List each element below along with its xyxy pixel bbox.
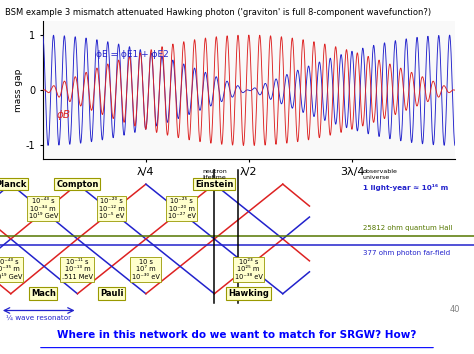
Y-axis label: mass gap: mass gap (14, 69, 23, 112)
Text: 10⁻²⁵ s
10⁻²⁰ m
10⁻²⁷ eV: 10⁻²⁵ s 10⁻²⁰ m 10⁻²⁷ eV (168, 198, 196, 219)
Text: ¼ wave resonator: ¼ wave resonator (6, 315, 72, 321)
Text: BSM example 3 mismatch attenuated Hawking photon ('graviton' is full 8-component: BSM example 3 mismatch attenuated Hawkin… (5, 8, 431, 17)
Text: Hawking: Hawking (228, 289, 269, 298)
Text: Where in this network do we want to match for SRGW? How?: Where in this network do we want to matc… (57, 330, 417, 339)
Text: ϕB: ϕB (57, 110, 71, 120)
Text: observable
universe: observable universe (363, 169, 397, 180)
Text: 10 s
10⁷ m
10⁻³⁰ eV: 10 s 10⁷ m 10⁻³⁰ eV (132, 259, 160, 280)
Text: 377 ohm photon far-field: 377 ohm photon far-field (363, 250, 450, 256)
Text: 10²³ s
10²⁵ m
10⁻³⁸ eV: 10²³ s 10²⁵ m 10⁻³⁸ eV (235, 259, 263, 280)
Text: neutron
lifetime: neutron lifetime (202, 169, 227, 180)
Text: Pauli: Pauli (100, 289, 123, 298)
Text: Mach: Mach (31, 289, 55, 298)
Text: Compton: Compton (56, 179, 99, 189)
Text: Planck: Planck (0, 179, 27, 189)
Text: ϕE = ϕE1 + ϕE2: ϕE = ϕE1 + ϕE2 (96, 50, 169, 59)
Text: 1 light-year ≈ 10¹⁶ m: 1 light-year ≈ 10¹⁶ m (363, 184, 448, 191)
Text: 10⁻⁴³ s
10⁻³⁵ m
10¹⁹ GeV: 10⁻⁴³ s 10⁻³⁵ m 10¹⁹ GeV (0, 259, 22, 280)
Text: 25812 ohm quantum Hall: 25812 ohm quantum Hall (363, 225, 452, 232)
Text: 10⁻⁴³ s
10⁻³⁴ m
10¹⁹ GeV: 10⁻⁴³ s 10⁻³⁴ m 10¹⁹ GeV (28, 198, 58, 219)
Text: 40: 40 (449, 304, 460, 314)
Text: 10⁻²⁰ s
10⁻¹² m
10⁻⁵ eV: 10⁻²⁰ s 10⁻¹² m 10⁻⁵ eV (99, 198, 125, 219)
Text: 10⁻¹¹ s
10⁻¹³ m
.511 MeV: 10⁻¹¹ s 10⁻¹³ m .511 MeV (62, 259, 93, 280)
Text: Einstein: Einstein (195, 179, 234, 189)
